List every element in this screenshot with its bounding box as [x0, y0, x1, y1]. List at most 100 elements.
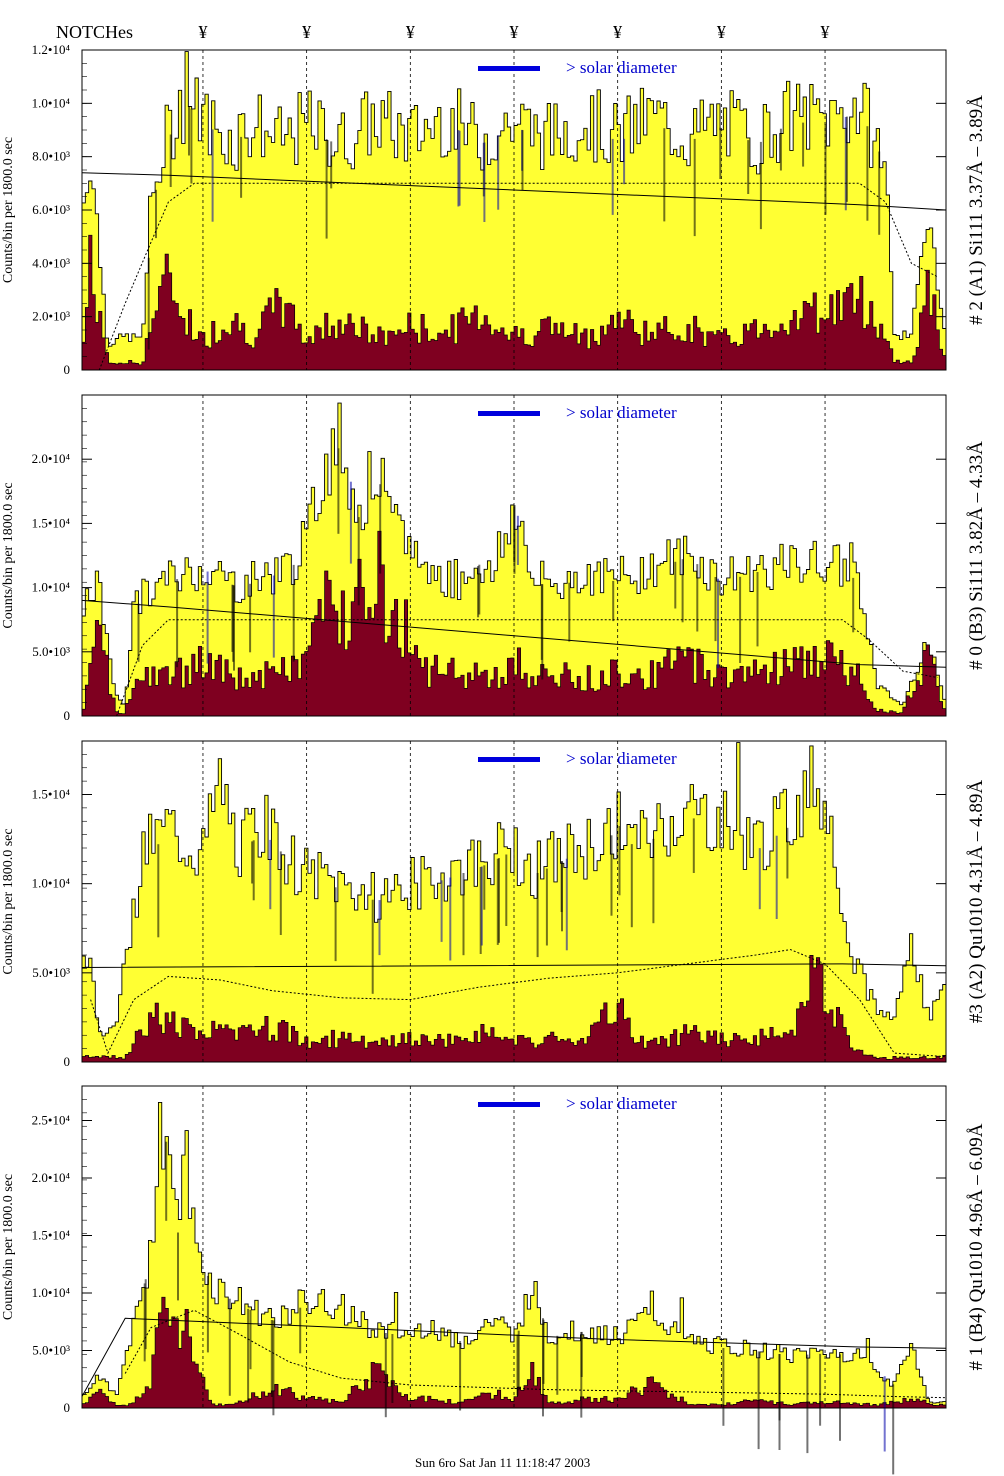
line-id-label [479, 867, 482, 954]
line-id-label [545, 868, 548, 946]
y-axis-label: Counts/bin per 1800.0 sec [1, 1174, 16, 1320]
line-id-label [866, 126, 869, 221]
model-curve-solid [81, 963, 947, 968]
y-tick-label: 8.0•10³ [32, 149, 70, 164]
line-id-label [457, 130, 460, 207]
y-axis-label: Counts/bin per 1800.0 sec [1, 137, 16, 283]
line-id-label [169, 134, 172, 187]
line-id-label [610, 835, 613, 916]
line-id-label [144, 1279, 147, 1350]
panel-right-label: # 1 (B4) Qu1010 4.96Å – 6.09Å [966, 1123, 987, 1370]
line-id-label [137, 603, 140, 662]
line-id-label [458, 130, 461, 206]
line-id-label [188, 106, 190, 156]
line-id-label [681, 559, 684, 623]
footer-timestamp: Sun 6ro Sat Jan 11 11:18:47 2003 [415, 1455, 590, 1470]
y-axis-label: Counts/bin per 1800.0 sec [1, 482, 16, 628]
line-id-label [806, 1354, 809, 1454]
line-id-label [541, 584, 544, 680]
notch-symbol: ¥ [510, 22, 519, 42]
line-id-label [739, 576, 742, 663]
legend-label: > solar diameter [566, 58, 677, 77]
line-id-label [292, 564, 295, 662]
line-id-label [778, 1354, 781, 1421]
line-id-label [211, 129, 214, 222]
line-id-label [379, 484, 382, 574]
line-id-label [272, 1320, 275, 1416]
line-id-label [480, 866, 483, 946]
line-id-label [462, 873, 465, 956]
line-id-label [279, 851, 282, 935]
line-id-label [759, 141, 762, 230]
panel-right-label: # 2 (A1) Si111 3.37Å – 3.89Å [966, 95, 987, 325]
line-id-label [269, 839, 272, 910]
notch-markers: ¥ ¥ ¥ ¥ ¥ ¥ ¥ [198, 22, 829, 42]
line-id-label [845, 116, 848, 202]
background-histogram [81, 955, 947, 1063]
model-curve-solid [81, 1317, 947, 1397]
line-id-label [883, 1376, 886, 1452]
line-id-label [521, 130, 524, 191]
line-id-label [611, 138, 614, 215]
y-tick-label: 5.0•10³ [32, 965, 70, 980]
y-tick-label: 4.0•10³ [32, 255, 70, 270]
model-curve-dotted [124, 1309, 947, 1399]
line-id-label [536, 873, 539, 958]
y-tick-label: 1.5•10⁴ [32, 1228, 71, 1243]
line-id-label [786, 827, 789, 879]
y-axis-label: Counts/bin per 1800.0 sec [1, 828, 16, 974]
line-id-label [391, 1334, 394, 1403]
y-tick-label: 0 [64, 708, 71, 723]
line-id-label [693, 138, 696, 237]
line-id-label [756, 572, 759, 647]
line-id-label [371, 899, 374, 994]
line-id-label [459, 1341, 462, 1411]
line-id-label [824, 124, 827, 215]
line-id-label [157, 844, 160, 938]
line-id-label [612, 580, 615, 622]
y-tick-label: 5.0•10³ [32, 644, 70, 659]
background-histogram [81, 530, 947, 717]
line-id-label [190, 108, 193, 184]
line-id-label [357, 517, 360, 606]
line-id-label [561, 861, 563, 932]
legend-label: > solar diameter [566, 749, 677, 768]
counts-histogram [81, 1101, 947, 1409]
notch-symbol: ¥ [613, 22, 622, 42]
line-id-label [449, 877, 452, 961]
model-curve-dotted [116, 619, 938, 717]
line-id-label [878, 151, 881, 235]
notch-symbol: ¥ [717, 22, 726, 42]
line-id-label [513, 505, 516, 574]
y-tick-label: 0 [64, 1400, 71, 1415]
line-id-label [722, 1348, 725, 1426]
line-id-label [176, 579, 179, 668]
y-tick-label: 2.5•10⁴ [32, 1113, 71, 1128]
line-id-label [618, 826, 621, 896]
line-id-label [334, 887, 337, 962]
line-id-label [517, 1330, 520, 1391]
background-histogram [81, 1296, 947, 1409]
line-id-label [674, 561, 677, 609]
line-id-label [892, 1384, 895, 1475]
line-id-label [652, 838, 655, 924]
line-id-label [516, 515, 519, 565]
line-id-label [483, 865, 486, 910]
line-id-label [299, 1307, 302, 1354]
y-tick-label: 5.0•10³ [32, 1343, 70, 1358]
line-id-label [556, 1335, 559, 1395]
line-id-label [483, 142, 486, 222]
line-id-label [165, 1141, 168, 1221]
panel-4: 0 5.0•10³ 1.0•10⁴ 1.5•10⁴ 2.0•10⁴ 2.5•10⁴ Coun… [1, 1085, 987, 1475]
line-id-label [717, 578, 719, 669]
line-id-label [623, 138, 626, 185]
line-id-label [758, 848, 761, 910]
line-id-label [719, 127, 722, 179]
line-id-label [325, 139, 328, 239]
line-id-label [498, 858, 500, 943]
legend-swatch [478, 757, 540, 762]
line-id-label [839, 1354, 841, 1441]
line-id-label [228, 1298, 231, 1396]
line-id-label [542, 1319, 545, 1384]
